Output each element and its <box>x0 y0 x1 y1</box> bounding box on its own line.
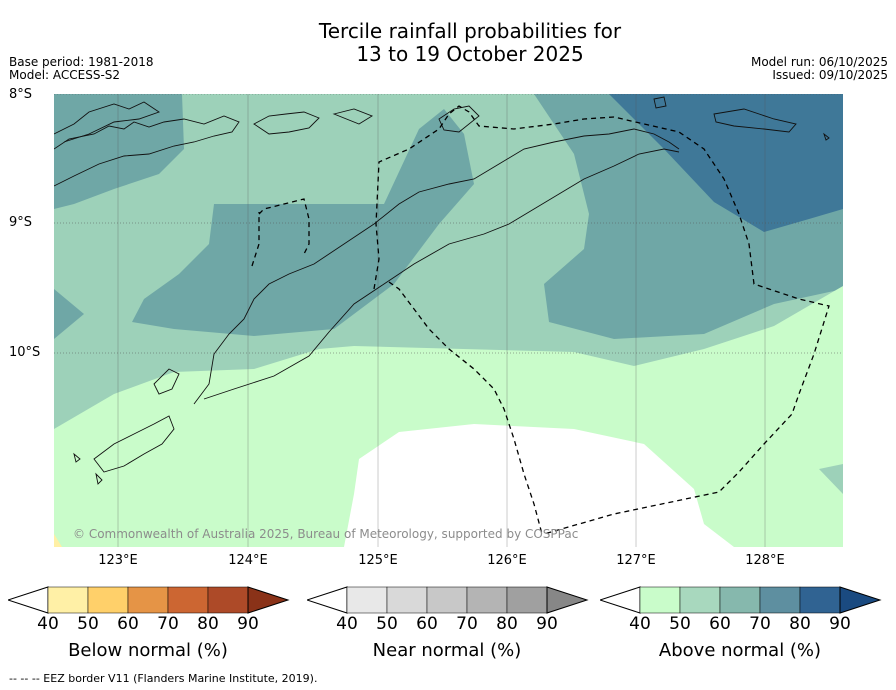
cbar-above-swatch-2 <box>679 586 721 614</box>
cbar-below-swatch-4 <box>167 586 209 614</box>
copyright-notice: © Commonwealth of Australia 2025, Bureau… <box>73 527 579 541</box>
cbar-near-swatch-2 <box>386 586 428 614</box>
coast-islets-north <box>253 108 374 135</box>
tick: 60 <box>416 614 438 634</box>
colorbar-near-label: Near normal (%) <box>372 640 522 661</box>
coast-roti <box>153 368 180 395</box>
model-run: Model run: 06/10/2025 <box>750 55 888 69</box>
lat-label-8s: 8°S <box>9 87 33 102</box>
zone-above-70-northeast <box>609 94 843 232</box>
meta-right: Model run: 06/10/2025 Issued: 09/10/2025 <box>751 56 888 82</box>
zone-above-60-west-wedge <box>54 289 84 339</box>
coast-flores <box>54 115 240 187</box>
colorbar-above-normal <box>598 586 882 618</box>
tick: 70 <box>749 614 771 634</box>
cbar-below-extend-high <box>247 586 290 614</box>
cbar-near-swatch-5 <box>506 586 548 614</box>
model-name: Model: ACCESS-S2 <box>9 68 121 82</box>
cbar-above-swatch-3 <box>719 586 761 614</box>
tick: 40 <box>629 614 651 634</box>
coast-timor-south <box>203 148 680 400</box>
cbar-near-extend-high <box>546 586 589 614</box>
tick: 50 <box>376 614 398 634</box>
tick: 50 <box>77 614 99 634</box>
map-panel <box>54 94 843 547</box>
cbar-above-swatch-5 <box>799 586 841 614</box>
lat-label-10s: 10°S <box>9 345 41 360</box>
title-line-2: 13 to 19 October 2025 <box>356 42 584 66</box>
map-title: Tercile rainfall probabilities for 13 to… <box>0 20 896 66</box>
tick: 70 <box>157 614 179 634</box>
coastlines <box>54 96 830 485</box>
issued-date: Issued: 09/10/2025 <box>772 68 888 82</box>
coast-wetar <box>438 105 480 133</box>
tick: 40 <box>336 614 358 634</box>
colorbar-below-label: Below normal (%) <box>68 640 228 661</box>
coast-islets-west <box>73 452 103 485</box>
colorbar-below-svg <box>6 586 290 614</box>
base-period: Base period: 1981-2018 <box>9 55 154 69</box>
tick: 90 <box>237 614 259 634</box>
zone-below-40-white <box>344 424 734 547</box>
cbar-below-swatch-2 <box>87 586 129 614</box>
lon-label-128e: 128°E <box>745 553 785 568</box>
lon-label-123e: 123°E <box>98 553 138 568</box>
tick: 80 <box>197 614 219 634</box>
cbar-above-swatch-1 <box>639 586 681 614</box>
tick: 50 <box>669 614 691 634</box>
cbar-near-extend-low <box>305 586 348 614</box>
coast-savu <box>93 415 175 473</box>
cbar-above-extend-low <box>598 586 641 614</box>
cbar-near-swatch-1 <box>346 586 388 614</box>
colorbar-above-svg <box>598 586 882 614</box>
tick: 70 <box>456 614 478 634</box>
lat-gridlines <box>54 94 843 354</box>
colorbar-near-svg <box>305 586 589 614</box>
colorbar-below-normal <box>6 586 290 618</box>
eez-footnote: -- -- -- EEZ border V11 (Flanders Marine… <box>9 672 318 685</box>
colorbar-above-label: Above normal (%) <box>658 640 822 661</box>
map-svg <box>54 94 843 547</box>
tick: 90 <box>536 614 558 634</box>
lon-label-125e: 125°E <box>358 553 398 568</box>
cbar-below-swatch-3 <box>127 586 169 614</box>
lat-label-9s: 9°S <box>9 215 33 230</box>
zone-above-60-northwest <box>54 94 184 209</box>
eez-border <box>251 105 830 535</box>
cbar-near-swatch-3 <box>426 586 468 614</box>
cbar-above-swatch-4 <box>759 586 801 614</box>
lon-label-126e: 126°E <box>487 553 527 568</box>
meta-left: Base period: 1981-2018 Model: ACCESS-S2 <box>9 56 154 82</box>
cbar-below-swatch-5 <box>207 586 249 614</box>
tick: 60 <box>117 614 139 634</box>
cbar-above-extend-high <box>839 586 882 614</box>
cbar-below-extend-low <box>6 586 49 614</box>
zone-below-normal-corner <box>54 534 62 547</box>
tick: 40 <box>37 614 59 634</box>
zone-above-60-central <box>132 109 474 336</box>
coast-timor-north <box>193 128 680 405</box>
coast-flores-north <box>54 101 161 143</box>
lon-label-124e: 124°E <box>228 553 268 568</box>
title-line-1: Tercile rainfall probabilities for <box>318 19 622 43</box>
cbar-near-swatch-4 <box>466 586 508 614</box>
lon-label-127e: 127°E <box>616 553 656 568</box>
tick: 80 <box>496 614 518 634</box>
coast-babar <box>653 96 830 141</box>
tick: 60 <box>709 614 731 634</box>
tick: 90 <box>829 614 851 634</box>
cbar-below-swatch-1 <box>47 586 89 614</box>
colorbar-near-normal <box>305 586 589 618</box>
tick: 80 <box>789 614 811 634</box>
